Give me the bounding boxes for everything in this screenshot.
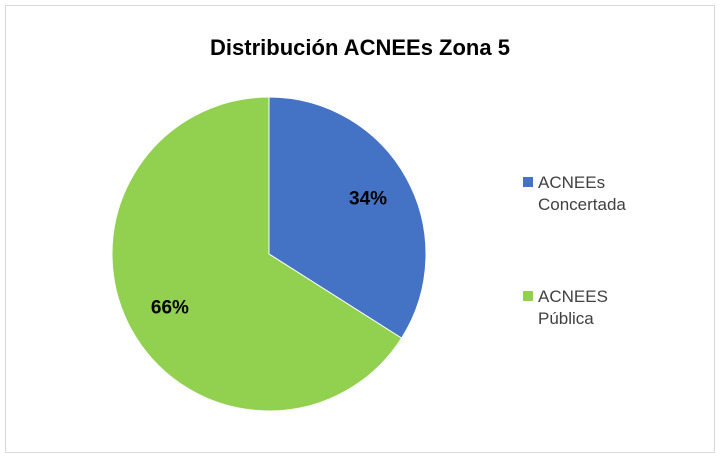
pie-slice bbox=[268, 96, 427, 339]
chart-title: Distribución ACNEEs Zona 5 bbox=[210, 35, 510, 60]
pie-slice bbox=[111, 96, 403, 412]
legend-swatch bbox=[523, 291, 533, 301]
legend-swatch bbox=[523, 177, 533, 187]
data-label: 66% bbox=[151, 297, 189, 318]
legend-label: ACNEEs Concertada bbox=[538, 173, 626, 214]
legend-item: ACNEES Pública bbox=[523, 286, 648, 330]
legend-item: ACNEEs Concertada bbox=[523, 172, 648, 216]
data-label: 34% bbox=[349, 189, 387, 210]
legend-label: ACNEES Pública bbox=[538, 287, 608, 328]
